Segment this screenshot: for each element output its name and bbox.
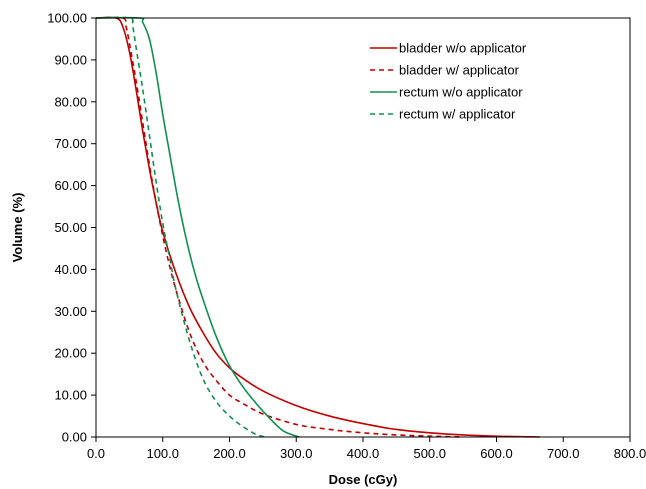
- y-tick-label: 100.00: [47, 11, 87, 26]
- legend-label-bladder-w-applicator: bladder w/ applicator: [399, 63, 520, 78]
- legend: bladder w/o applicator bladder w/ applica…: [370, 41, 527, 122]
- plot-frame: [95, 17, 631, 438]
- y-tick-label: 80.00: [54, 94, 87, 109]
- y-axis-title: Volume (%): [10, 193, 25, 263]
- x-tick-label: 100.0: [146, 446, 179, 461]
- x-tick-label: 200.0: [213, 446, 246, 461]
- x-tick-label: 700.0: [547, 446, 580, 461]
- y-tick-label: 90.00: [54, 52, 87, 67]
- y-tick-label: 30.00: [54, 304, 87, 319]
- y-tick-label: 10.00: [54, 388, 87, 403]
- series-line-bladder-w-applicator: [95, 16, 464, 438]
- legend-label-bladder-wo-applicator: bladder w/o applicator: [399, 41, 527, 56]
- legend-label-rectum-w-applicator: rectum w/ applicator: [399, 107, 516, 122]
- x-tick-label: 300.0: [280, 446, 313, 461]
- x-axis-title: Dose (cGy): [329, 472, 398, 487]
- y-tick-label: 50.00: [54, 220, 87, 235]
- y-tick-label: 70.00: [54, 136, 87, 151]
- series-line-rectum-w-applicator: [95, 16, 267, 438]
- x-tick-label: 500.0: [413, 446, 446, 461]
- y-tick-label: 20.00: [54, 346, 87, 361]
- y-tick-label: 0.00: [62, 430, 87, 445]
- axes: 0.0 100.0 200.0 300.0 400.0 500.0 600.0 700.0 80…: [47, 11, 646, 462]
- x-tick-label: 0.0: [87, 446, 105, 461]
- plot-area: [95, 16, 540, 438]
- x-tick-label: 800.0: [614, 446, 646, 461]
- x-tick-label: 400.0: [347, 446, 380, 461]
- y-tick-label: 60.00: [54, 178, 87, 193]
- series-line-bladder-wo-applicator: [95, 16, 540, 438]
- y-tick-label: 40.00: [54, 262, 87, 277]
- legend-label-rectum-wo-applicator: rectum w/o applicator: [399, 85, 523, 100]
- series-line-rectum-wo-applicator: [95, 16, 300, 438]
- x-tick-label: 600.0: [480, 446, 513, 461]
